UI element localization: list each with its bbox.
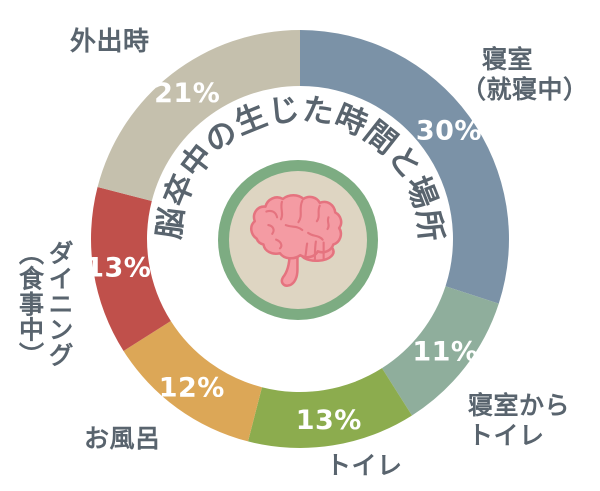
percent-labels: 30% 11% 13% 12% 13% 21% xyxy=(85,78,482,436)
brain-icon xyxy=(250,194,343,287)
donut-segment-5 xyxy=(91,187,171,351)
percent-label-2: 11% xyxy=(412,336,478,367)
label-outside: 外出時 xyxy=(70,27,150,57)
donut-segment-2 xyxy=(381,286,499,416)
percent-label-4: 12% xyxy=(159,372,225,403)
donut-segments xyxy=(91,30,509,448)
label-bedroom-to-toilet: 寝室から トイレ xyxy=(468,391,571,450)
donut-segment-1 xyxy=(300,30,509,304)
percent-label-3: 13% xyxy=(296,405,362,436)
donut-segment-3 xyxy=(248,368,412,448)
brain-stem xyxy=(280,250,299,287)
donut-segment-4 xyxy=(123,320,262,442)
label-toilet: トイレ xyxy=(326,451,403,480)
label-bath: お風呂 xyxy=(84,424,161,453)
percent-label-1: 30% xyxy=(416,115,482,146)
percent-label-6: 21% xyxy=(154,78,220,109)
donut-segment-6 xyxy=(97,30,300,201)
brain-sulci-lines xyxy=(265,199,330,261)
label-dining: ダイニング （食事中） xyxy=(15,240,75,368)
percent-label-5: 13% xyxy=(85,252,151,283)
label-bedroom: 寝室 （就寝中） xyxy=(461,45,589,104)
